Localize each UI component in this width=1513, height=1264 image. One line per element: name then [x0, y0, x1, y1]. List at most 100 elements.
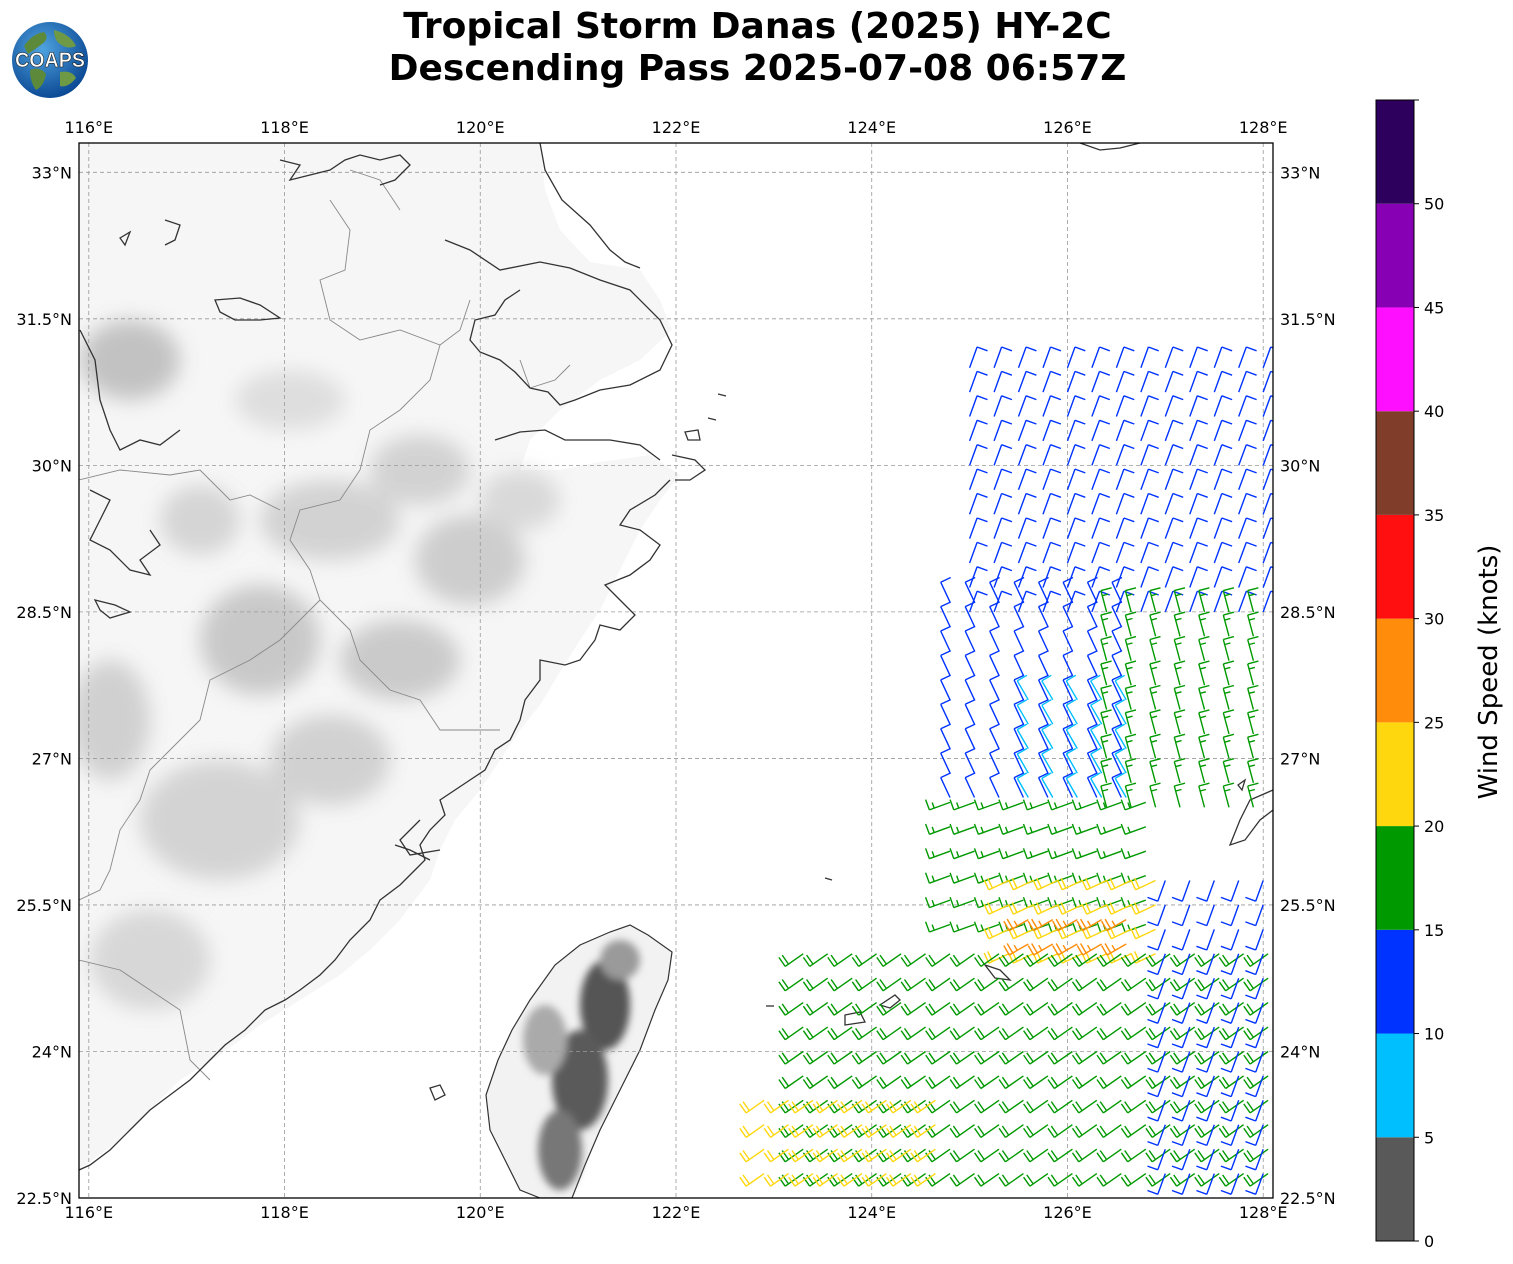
wind-barb-56 [1066, 492, 1086, 515]
wind-barb-339 [924, 823, 951, 835]
wind-barb-267 [1247, 709, 1259, 735]
wind-barb-471 [1169, 1124, 1196, 1138]
wind-barb-426 [1047, 1173, 1073, 1187]
lon-tick-bottom-2: 120°E [456, 1203, 505, 1222]
wind-barb-203 [1037, 601, 1049, 627]
wind-barb-548 [1096, 1026, 1122, 1041]
wind-barb-246 [1247, 782, 1259, 808]
wind-barb-183 [940, 650, 951, 676]
wind-barb-452 [1194, 1148, 1220, 1163]
wind-barb-518 [851, 1050, 878, 1065]
wind-barb-470 [1145, 1124, 1171, 1138]
wind-barb-344 [1047, 823, 1073, 835]
wind-barb-370 [1130, 926, 1156, 940]
wind-barb-228 [1090, 723, 1103, 749]
lat-tick-right-2: 25.5°N [1280, 896, 1336, 915]
wind-barb-416 [802, 1173, 829, 1187]
lat-tick-right-1: 24°N [1280, 1042, 1320, 1061]
wind-barb-108 [1066, 395, 1086, 417]
wind-barb-347 [1120, 823, 1147, 835]
wind-barbs [739, 346, 1273, 1198]
wind-barb-440 [900, 1148, 926, 1163]
colorbar-bin-6 [1376, 514, 1414, 619]
wind-barb-130 [968, 346, 988, 368]
wind-barb-411 [1193, 1197, 1195, 1198]
wind-barb-96 [1091, 419, 1111, 442]
wind-barb-661 [1171, 1173, 1191, 1195]
wind-barb-393 [1076, 918, 1103, 932]
wind-barb-386 [1027, 943, 1054, 956]
wind-barb-29 [1042, 541, 1062, 564]
wind-barb-665 [1147, 1148, 1166, 1171]
wind-barb-504 [998, 1075, 1024, 1090]
wind-barb-101 [1213, 419, 1233, 442]
wind-barb-443 [974, 1148, 1000, 1163]
wind-barb-138 [1164, 346, 1184, 368]
lat-tick-left-7: 33°N [32, 163, 72, 182]
wind-barb-695 [1147, 1002, 1166, 1024]
wind-barb-22 [1189, 566, 1208, 588]
wind-barb-649 [788, 1099, 814, 1114]
wind-barb-547 [1071, 1026, 1098, 1041]
wind-barb-72 [1140, 468, 1159, 491]
wind-barb-0 [968, 590, 988, 613]
lat-tick-left-5: 30°N [32, 456, 72, 475]
wind-barb-616 [787, 1197, 789, 1198]
lon-tick-bottom-0: 116°E [64, 1203, 113, 1222]
wind-barb-256 [1149, 733, 1161, 759]
lat-tick-left-3: 27°N [32, 749, 72, 768]
wind-barb-303 [924, 921, 951, 933]
wind-barb-118 [993, 370, 1013, 393]
wind-barb-646 [910, 1124, 936, 1138]
wind-barb-522 [949, 1050, 975, 1065]
wind-barb-225 [1016, 723, 1029, 749]
wind-barb-509 [1120, 1075, 1147, 1090]
wind-barb-425 [1023, 1173, 1049, 1187]
wind-barb-257 [1173, 733, 1186, 759]
lat-tick-left-4: 28.5°N [16, 603, 72, 622]
wind-barb-61 [1189, 492, 1208, 515]
wind-barb-120 [1042, 370, 1062, 393]
colorbar-bin-9 [1376, 203, 1414, 308]
wind-barb-382 [1081, 877, 1107, 891]
wind-barb-549 [1120, 1026, 1147, 1041]
wind-barb-572 [1194, 1002, 1220, 1016]
wind-barb-480 [900, 1099, 926, 1114]
wind-barb-422 [949, 1173, 975, 1187]
wind-barb-712 [1196, 929, 1215, 951]
lat-tick-right-4: 28.5°N [1280, 603, 1336, 622]
wind-barb-604 [998, 953, 1024, 967]
wind-barb-691 [1171, 1026, 1191, 1049]
wind-barb-707 [1196, 953, 1215, 976]
wind-barb-412 [1217, 1197, 1220, 1198]
wind-barb-39 [968, 517, 988, 539]
wind-barb-19 [1115, 566, 1135, 588]
wind-barb-682 [1196, 1075, 1215, 1098]
wind-barb-182 [1111, 674, 1123, 701]
wind-barb-699 [1245, 1002, 1264, 1024]
wind-barb-379 [1007, 877, 1034, 891]
wind-barb-479 [876, 1099, 902, 1114]
wind-barb-686 [1171, 1051, 1191, 1073]
wind-barb-653 [886, 1099, 912, 1114]
wind-barb-458 [851, 1124, 878, 1138]
wind-barb-555 [778, 1002, 804, 1016]
lon-tick-top-3: 122°E [652, 118, 701, 137]
wind-barb-86 [1164, 444, 1184, 466]
wind-barb-205 [1086, 601, 1098, 627]
wind-barb-567 [1071, 1002, 1098, 1016]
wind-barb-376 [1105, 902, 1132, 915]
wind-barb-430 [1145, 1173, 1171, 1187]
wind-barb-241 [1124, 782, 1137, 808]
wind-barb-674 [1245, 1124, 1264, 1147]
wind-barb-614 [1243, 953, 1269, 967]
wind-barb-40 [993, 517, 1013, 539]
wind-barb-714 [1245, 929, 1264, 951]
wind-barb-265 [1198, 709, 1210, 735]
wind-barb-693 [1220, 1026, 1240, 1049]
wind-barb-253 [1247, 758, 1259, 783]
wind-barb-335 [1047, 848, 1073, 860]
wind-barb-70 [1091, 468, 1111, 491]
wind-barb-351 [998, 799, 1024, 811]
lat-tick-right-6: 31.5°N [1280, 310, 1336, 329]
